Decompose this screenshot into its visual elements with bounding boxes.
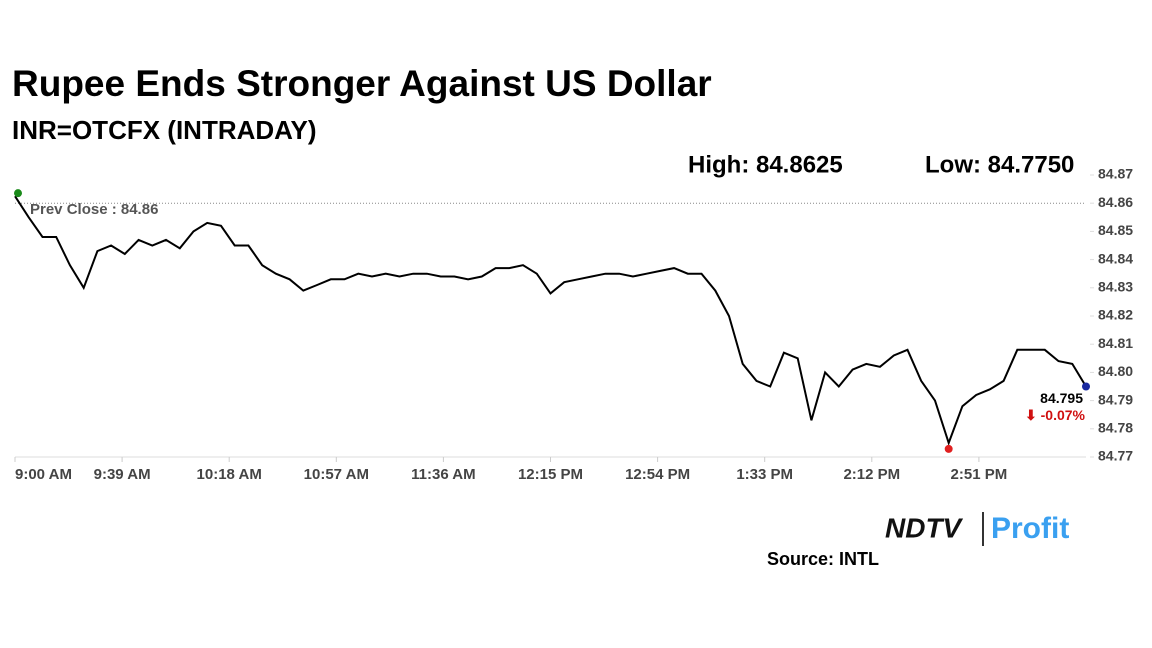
low-label: Low: 84.7750: [925, 151, 1074, 178]
y-tick-label: 84.80: [1098, 363, 1133, 379]
x-tick-label: 2:12 PM: [843, 466, 900, 483]
y-tick-label: 84.84: [1098, 250, 1133, 266]
brand: NDTV: [885, 512, 964, 543]
y-tick-label: 84.85: [1098, 222, 1133, 238]
change-label: ⬇ -0.07%: [1025, 407, 1086, 423]
x-tick-label: 11:36 AM: [411, 466, 475, 483]
x-tick-label: 1:33 PM: [736, 466, 793, 483]
y-tick-label: 84.79: [1098, 391, 1133, 407]
prev-close-label: Prev Close : 84.86: [30, 201, 158, 218]
chart-subtitle: INR=OTCFX (INTRADAY): [12, 115, 317, 145]
x-tick-label: 10:18 AM: [197, 466, 262, 483]
x-tick-label: 10:57 AM: [304, 466, 369, 483]
high-dot: [14, 189, 22, 198]
x-tick-label: 2:51 PM: [951, 466, 1008, 483]
last-dot: [1082, 382, 1090, 391]
y-tick-label: 84.81: [1098, 335, 1133, 351]
x-tick-label: 12:15 PM: [518, 466, 583, 483]
high-label: High: 84.8625: [688, 151, 843, 178]
y-tick-label: 84.83: [1098, 279, 1133, 295]
price-line: [14, 195, 1087, 446]
chart-title: Rupee Ends Stronger Against US Dollar: [12, 63, 712, 104]
y-tick-label: 84.87: [1098, 166, 1133, 182]
x-tick-label: 9:39 AM: [94, 466, 151, 483]
x-tick-label: 12:54 PM: [625, 466, 690, 483]
low-dot: [944, 444, 953, 453]
x-tick-label: 9:00 AM: [15, 466, 72, 483]
last-value: 84.795: [1040, 390, 1083, 406]
brand-sub: Profit: [991, 512, 1069, 545]
y-tick-label: 84.77: [1098, 448, 1133, 464]
y-tick-label: 84.82: [1098, 307, 1133, 323]
y-tick-label: 84.78: [1098, 420, 1133, 436]
y-tick-label: 84.86: [1098, 194, 1133, 210]
source: Source: INTL: [767, 549, 879, 569]
